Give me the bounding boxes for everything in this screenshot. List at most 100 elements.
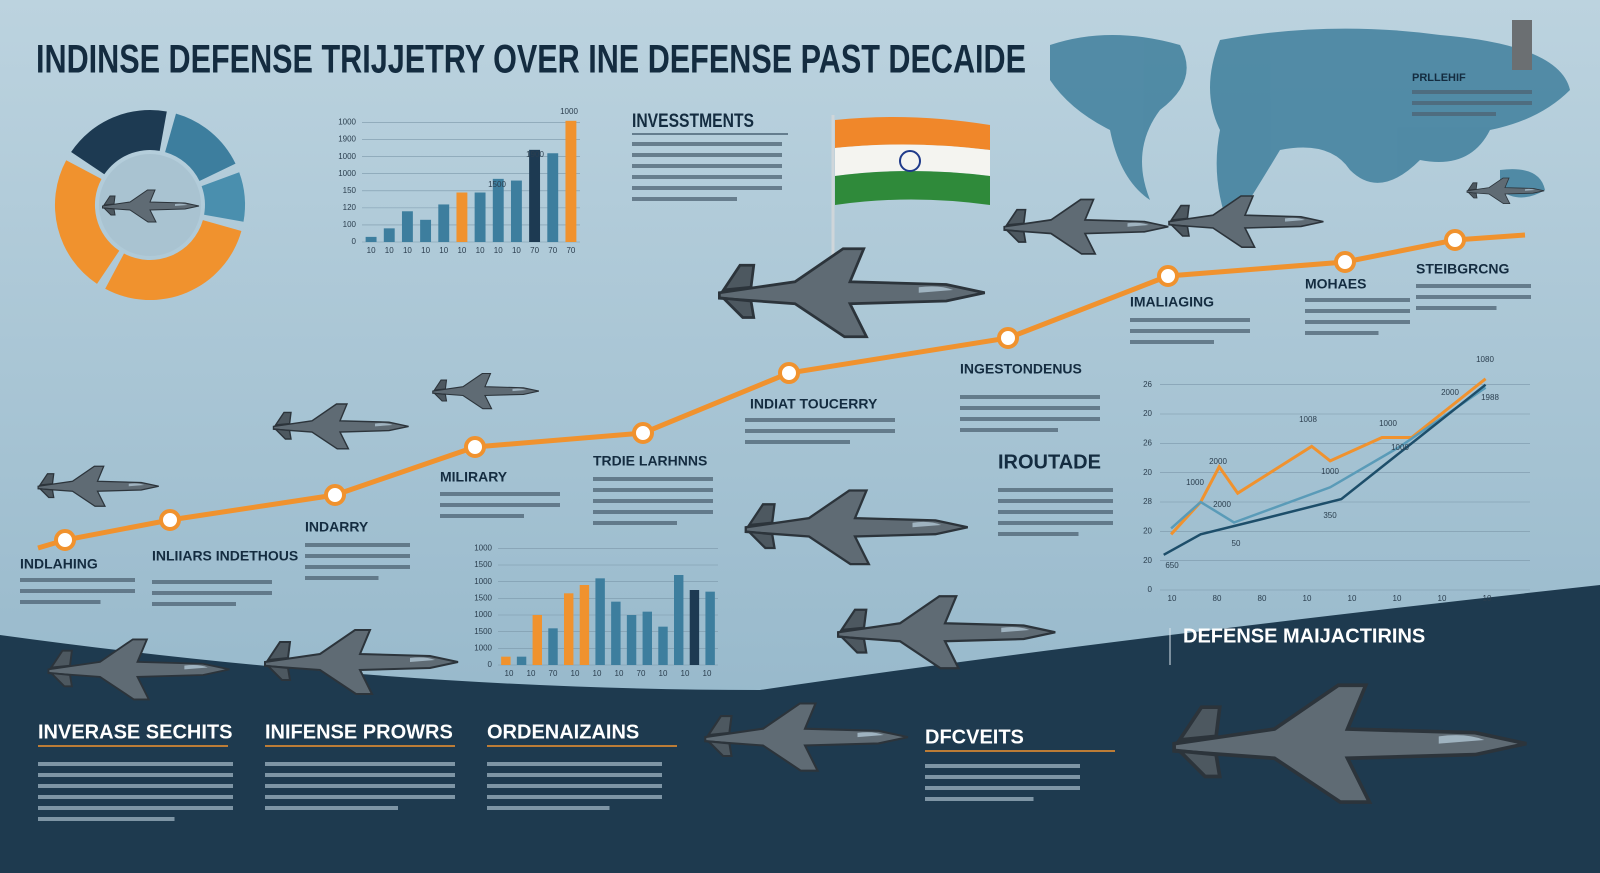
text-placeholder [265, 762, 455, 766]
emblem [1512, 20, 1532, 70]
text-placeholder [1412, 90, 1532, 94]
bar [626, 615, 637, 665]
y-tick-label: 1000 [474, 610, 492, 619]
timeline-node [464, 436, 486, 458]
timeline-node [54, 529, 76, 551]
line-annotation: 1000 [1391, 443, 1409, 452]
timeline-node [632, 422, 654, 444]
bar [401, 211, 413, 242]
y-tick-label: 26 [1143, 438, 1152, 447]
text-placeholder [960, 417, 1100, 421]
line-annotation: 1988 [1481, 393, 1499, 402]
timeline-label: INDLAHING [20, 556, 98, 572]
x-tick-label: 10 [571, 669, 580, 678]
text-placeholder [1130, 329, 1250, 333]
bar [547, 153, 559, 242]
line-series [1169, 377, 1487, 536]
text-placeholder [440, 492, 560, 496]
bar-annotation: 1500 [488, 180, 506, 189]
text-placeholder [1416, 306, 1497, 310]
timeline-node [324, 484, 346, 506]
text-placeholder [593, 521, 677, 525]
section-heading: INVESSTMENTS [632, 111, 754, 132]
x-tick-label: 10 [527, 669, 536, 678]
x-tick-label: 10 [385, 246, 394, 255]
donut-segment [201, 172, 245, 222]
bar [383, 228, 395, 242]
text-placeholder [1130, 340, 1214, 344]
timeline-label: INLIIARS INDETHOUS [152, 548, 298, 564]
y-tick-label: 28 [1143, 497, 1152, 506]
timeline-label: IROUTADE [998, 451, 1101, 473]
text-placeholder [593, 510, 713, 514]
text-placeholder [487, 795, 662, 799]
bar [595, 578, 605, 665]
timeline [37, 232, 1526, 551]
bar [510, 180, 522, 242]
text-placeholder [632, 197, 737, 201]
y-tick-label: 120 [343, 203, 357, 212]
x-tick-label: 10 [403, 246, 412, 255]
x-tick-label: 10 [494, 246, 503, 255]
bar [420, 219, 432, 242]
bar-annotation: 1000 [560, 107, 578, 116]
x-tick-label: 10 [659, 669, 668, 678]
bar [501, 656, 511, 665]
y-tick-label: 0 [1148, 585, 1153, 594]
bar [689, 590, 700, 665]
line-annotation: 2000 [1213, 500, 1231, 509]
text-placeholder [745, 440, 850, 444]
y-tick-label: 1500 [474, 593, 492, 602]
text-placeholder [1416, 284, 1531, 288]
text-placeholder [305, 576, 379, 580]
y-tick-label: 1000 [338, 118, 356, 127]
text-placeholder [440, 514, 524, 518]
bar [674, 575, 684, 665]
text-placeholder [998, 521, 1113, 525]
timeline-label: MOHAES [1305, 276, 1366, 292]
x-tick-label: 70 [566, 246, 575, 255]
bar [365, 236, 377, 242]
text-placeholder [925, 764, 1080, 768]
text-placeholder [20, 589, 135, 593]
y-tick-label: 26 [1143, 380, 1152, 389]
y-tick-label: 1000 [474, 543, 492, 552]
donut-segment [71, 109, 167, 175]
text-placeholder [305, 565, 410, 569]
text-placeholder [152, 602, 236, 606]
y-tick-label: 1500 [474, 627, 492, 636]
text-placeholder [593, 499, 713, 503]
timeline-node [1334, 251, 1356, 273]
text-placeholder [593, 488, 713, 492]
x-tick-label: 10 [505, 669, 514, 678]
text-placeholder [38, 795, 233, 799]
flag [831, 115, 990, 265]
text-placeholder [998, 532, 1079, 536]
line-annotation: 1000 [1321, 467, 1339, 476]
text-placeholder [38, 806, 233, 810]
text-placeholder [38, 817, 175, 821]
timeline-label: MILIRARY [440, 469, 508, 485]
bar [564, 593, 574, 665]
bar [456, 192, 468, 242]
text-placeholder [925, 797, 1034, 801]
y-tick-label: 20 [1143, 409, 1152, 418]
timeline-node [1157, 265, 1179, 287]
text-placeholder [487, 784, 662, 788]
x-tick-label: 70 [549, 669, 558, 678]
x-tick-label: 10 [1483, 594, 1492, 603]
text-placeholder [960, 406, 1100, 410]
timeline-node [778, 362, 800, 384]
text-placeholder [265, 806, 398, 810]
line-series [1170, 386, 1487, 530]
text-placeholder [38, 784, 233, 788]
x-tick-label: 10 [476, 246, 485, 255]
bar-annotation: 1900 [526, 150, 544, 159]
line-annotation: 350 [1323, 511, 1337, 520]
text-placeholder [1412, 101, 1532, 105]
line-annotation: 2000 [1209, 457, 1227, 466]
section-heading: INIFENSE PROWRS [265, 721, 453, 743]
text-placeholder [632, 164, 782, 168]
text-placeholder [1130, 318, 1250, 322]
